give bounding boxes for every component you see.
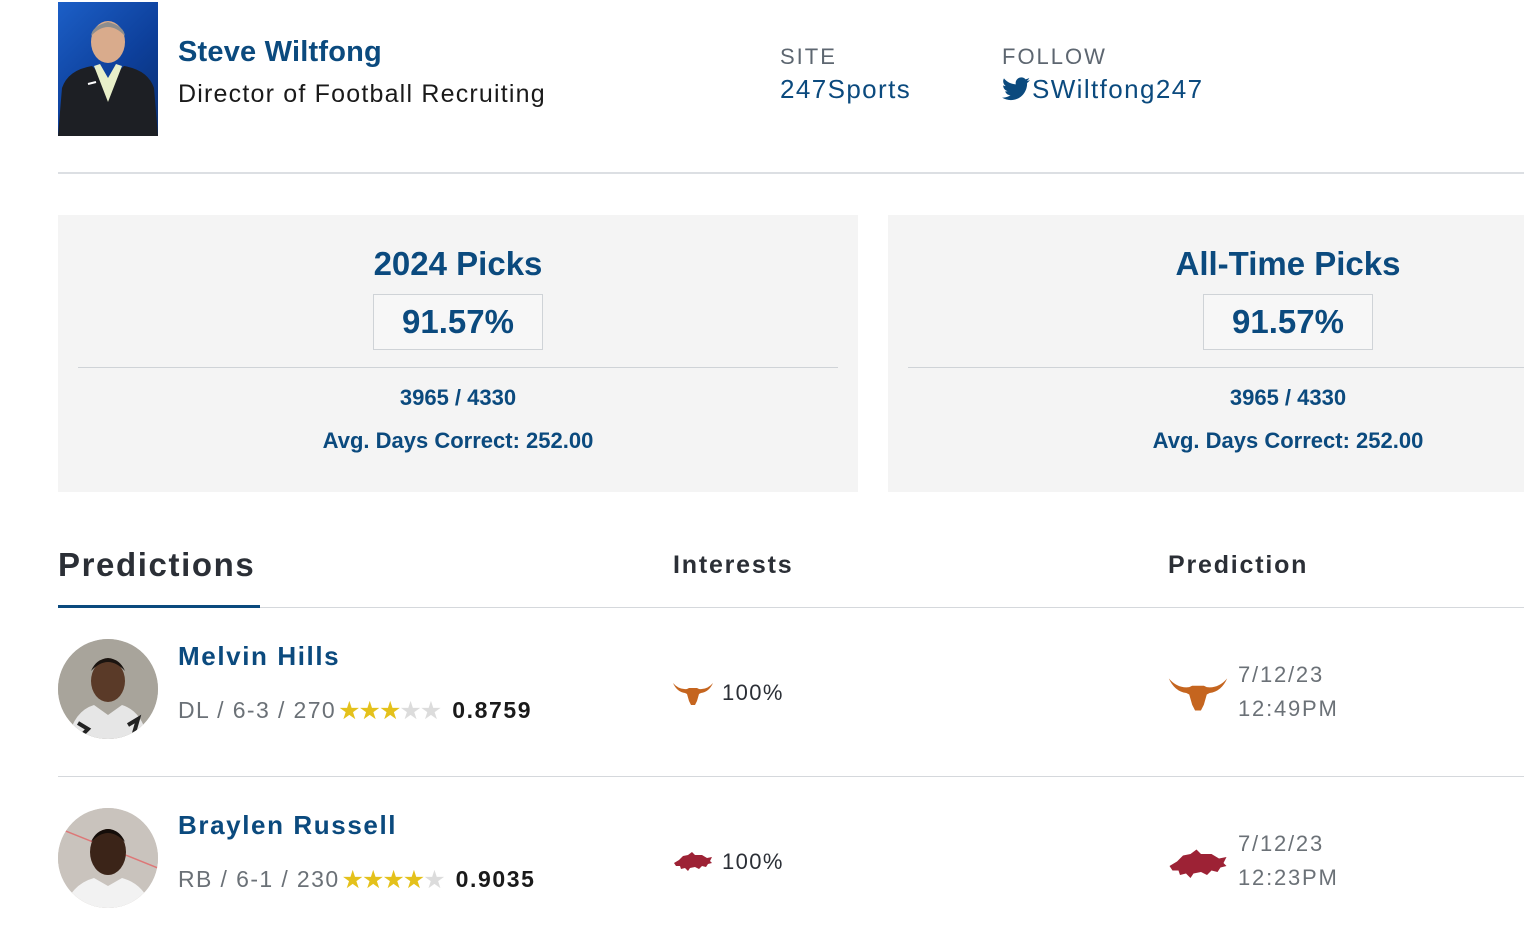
player-meta: RB / 6-1 / 230★★★★★ 0.9035 (178, 865, 536, 895)
player-name[interactable]: Melvin Hills (178, 641, 341, 671)
star-icon: ★ (358, 697, 381, 725)
player-avatar[interactable] (58, 639, 158, 739)
twitter-handle: SWiltfong247 (1032, 74, 1204, 104)
row-divider (58, 776, 1524, 777)
texas-longhorns-logo-icon (673, 683, 713, 710)
star-icon: ★ (338, 697, 360, 725)
stat-divider (78, 367, 838, 368)
star-icon: ★ (399, 697, 421, 725)
stat-title: 2024 Picks (373, 245, 543, 282)
stat-ratio: 3965 / 4330 (399, 385, 517, 410)
star-icon: ★ (402, 866, 425, 894)
stat-ratio: 3965 / 4330 (1229, 385, 1347, 410)
prediction-time: 12:49PM (1238, 696, 1339, 721)
interest-percentage: 100% (722, 680, 784, 705)
prediction-datetime: 7/12/23 12:49PM (1238, 658, 1339, 726)
prediction-datetime: 7/12/23 12:23PM (1238, 827, 1339, 895)
star-icon: ★ (382, 866, 404, 894)
star-icon: ★ (419, 697, 442, 725)
stat-avg-days: Avg. Days Correct: 252.00 (1152, 428, 1424, 453)
star-icon: ★ (361, 866, 384, 894)
interest-team-logo[interactable] (673, 849, 713, 878)
prediction-time: 12:23PM (1238, 865, 1339, 890)
stat-avg-days: Avg. Days Correct: 252.00 (322, 428, 594, 453)
expert-name[interactable]: Steve Wiltfong (178, 36, 382, 68)
player-name[interactable]: Braylen Russell (178, 810, 398, 840)
prediction-team-logo[interactable] (1168, 674, 1228, 717)
texas-longhorns-logo-icon (1168, 678, 1228, 716)
star-rating: ★★★★★ (341, 865, 446, 895)
stat-box-2024: 2024 Picks 91.57% 3965 / 4330 Avg. Days … (58, 215, 858, 492)
interest-percentage: 100% (722, 849, 784, 874)
site-link[interactable]: 247Sports (780, 74, 912, 104)
star-icon: ★ (378, 697, 401, 725)
stat-title: All-Time Picks (1175, 245, 1401, 282)
table-row[interactable]: Melvin Hills DL / 6-3 / 270★★★★★ 0.8759 1… (0, 608, 1524, 776)
star-rating: ★★★★★ (338, 696, 442, 726)
twitter-bird-icon (1002, 77, 1030, 108)
player-rating: 0.9035 (455, 866, 536, 892)
player-position-height-weight: RB / 6-1 / 230 (178, 866, 340, 892)
arkansas-razorbacks-logo-icon (1168, 849, 1228, 885)
arkansas-razorbacks-logo-icon (673, 852, 713, 877)
stat-divider (908, 367, 1524, 368)
column-header-prediction: Prediction (1168, 551, 1309, 579)
tab-predictions[interactable]: Predictions (58, 546, 256, 583)
interest-team-logo[interactable] (673, 680, 713, 711)
header-divider (58, 172, 1524, 174)
prediction-date: 7/12/23 (1238, 831, 1325, 856)
player-position-height-weight: DL / 6-3 / 270 (178, 697, 337, 723)
expert-title: Director of Football Recruiting (178, 80, 546, 108)
column-header-interests: Interests (673, 551, 794, 579)
player-rating: 0.8759 (452, 697, 533, 723)
player-avatar[interactable] (58, 808, 158, 908)
table-row[interactable]: Braylen Russell RB / 6-1 / 230★★★★★ 0.903… (0, 777, 1524, 944)
stat-box-all-time: All-Time Picks 91.57% 3965 / 4330 Avg. D… (888, 215, 1524, 492)
player-meta: DL / 6-3 / 270★★★★★ 0.8759 (178, 696, 532, 726)
follow-label: FOLLOW (1002, 44, 1107, 69)
star-icon: ★ (341, 866, 364, 894)
tab-active-indicator (58, 605, 260, 608)
stat-percentage: 91.57% (373, 294, 543, 350)
prediction-team-logo[interactable] (1168, 845, 1228, 886)
site-label: SITE (780, 44, 837, 69)
twitter-follow-link[interactable]: SWiltfong247 (1002, 74, 1203, 108)
expert-avatar[interactable] (58, 2, 158, 136)
stat-percentage: 91.57% (1203, 294, 1373, 350)
prediction-date: 7/12/23 (1238, 662, 1325, 687)
star-icon: ★ (423, 866, 445, 894)
table-header-divider (58, 607, 1524, 608)
